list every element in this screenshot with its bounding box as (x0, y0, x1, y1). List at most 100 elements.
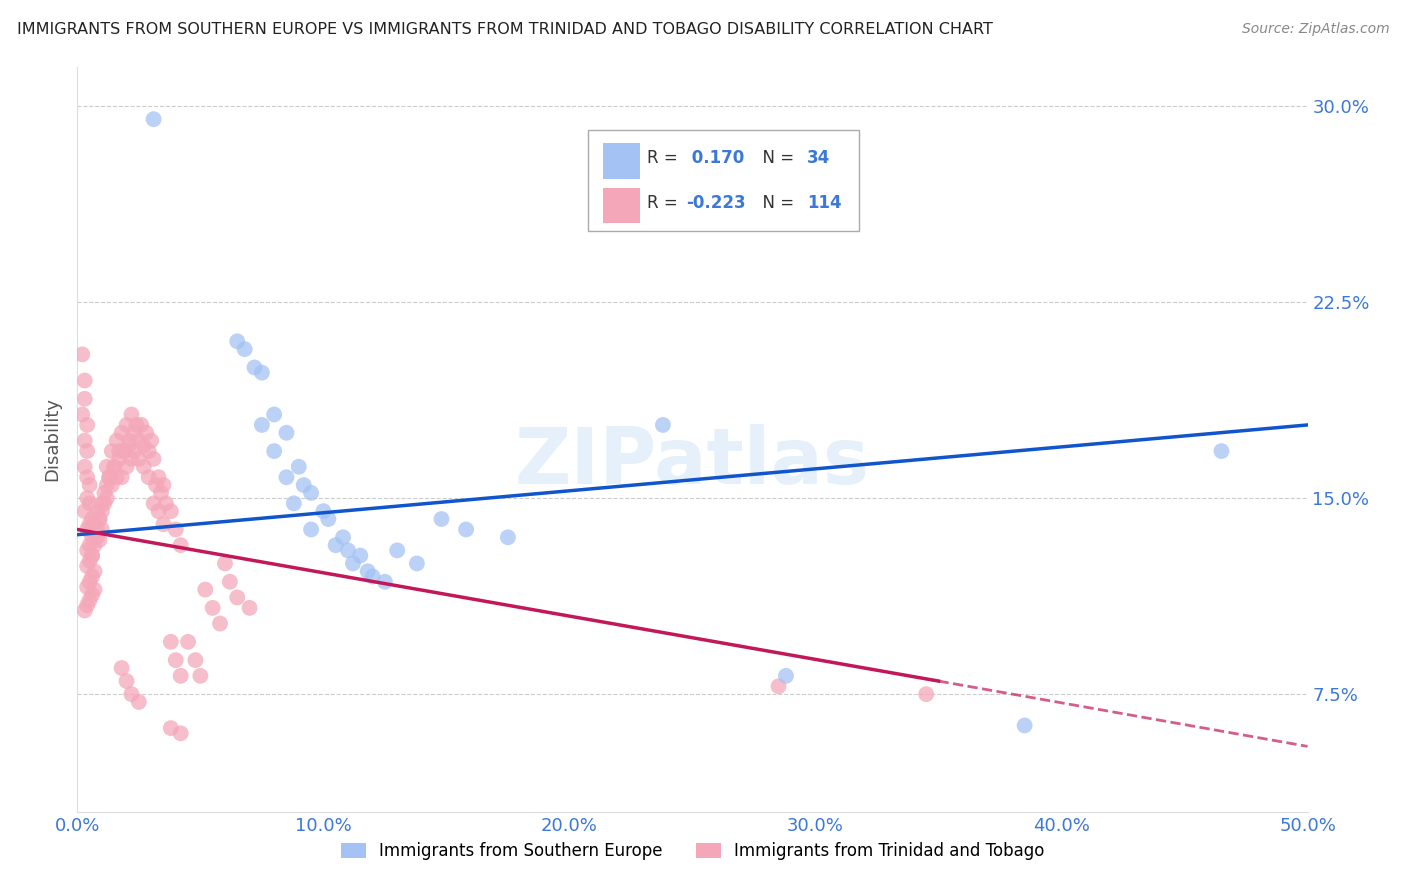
Point (170, 726, 193, 740)
Point (276, 470, 298, 484)
Point (184, 653, 207, 667)
Point (160, 635, 183, 649)
Point (111, 661, 132, 675)
Point (79, 593, 101, 607)
Point (122, 444, 145, 458)
Point (73, 374, 96, 388)
Point (188, 669, 212, 683)
Point (115, 417, 138, 432)
Point (292, 478, 315, 492)
Point (138, 470, 160, 484)
Point (152, 478, 174, 492)
Point (76, 599, 98, 613)
Point (214, 557, 236, 571)
Point (148, 504, 170, 518)
Point (82, 569, 104, 583)
Point (82, 549, 104, 563)
Point (142, 451, 165, 466)
Point (121, 408, 143, 422)
Point (86, 523, 108, 537)
Point (79, 554, 101, 568)
Y-axis label: Disability: Disability (44, 397, 62, 482)
Point (108, 451, 131, 466)
Point (73, 392, 96, 406)
Point (775, 669, 797, 683)
Point (112, 444, 135, 458)
Point (299, 523, 322, 537)
Point (177, 635, 200, 649)
Point (243, 360, 266, 375)
Point (385, 543, 409, 558)
Point (138, 444, 160, 458)
Point (105, 470, 128, 484)
Text: N =: N = (752, 149, 799, 168)
Legend: Immigrants from Southern Europe, Immigrants from Trinidad and Tobago: Immigrants from Southern Europe, Immigra… (333, 836, 1052, 867)
Point (122, 425, 145, 440)
Point (73, 434, 96, 448)
Point (142, 496, 165, 510)
Point (135, 425, 157, 440)
Point (349, 549, 371, 563)
Point (276, 425, 298, 440)
Point (226, 334, 249, 349)
Point (105, 434, 128, 448)
Text: IMMIGRANTS FROM SOUTHERN EUROPE VS IMMIGRANTS FROM TRINIDAD AND TOBAGO DISABILIT: IMMIGRANTS FROM SOUTHERN EUROPE VS IMMIG… (17, 22, 993, 37)
FancyBboxPatch shape (603, 144, 640, 179)
Point (456, 523, 478, 537)
Point (101, 478, 124, 492)
Point (263, 408, 285, 422)
Point (76, 491, 98, 505)
Point (160, 504, 183, 518)
Point (155, 496, 177, 510)
Point (96, 459, 118, 474)
Point (82, 549, 104, 563)
Point (79, 517, 101, 532)
Point (332, 530, 354, 544)
Point (89, 533, 111, 547)
Point (239, 600, 262, 615)
Point (128, 451, 150, 466)
Point (79, 496, 101, 510)
Point (263, 444, 285, 458)
Point (312, 504, 335, 518)
Text: 114: 114 (807, 194, 842, 211)
Point (406, 557, 429, 571)
Point (83, 564, 105, 578)
Point (118, 434, 141, 448)
Point (150, 486, 173, 500)
Point (76, 580, 98, 594)
Point (915, 687, 938, 701)
Point (82, 523, 104, 537)
Point (103, 459, 125, 474)
Point (82, 530, 104, 544)
Text: R =: R = (647, 194, 683, 211)
Point (111, 425, 132, 440)
Text: -0.223: -0.223 (686, 194, 747, 211)
Point (160, 721, 183, 735)
Point (86, 530, 108, 544)
Point (90, 496, 114, 510)
Point (89, 512, 111, 526)
Point (121, 687, 143, 701)
Point (83, 538, 105, 552)
Point (148, 470, 170, 484)
Text: N =: N = (752, 194, 799, 211)
Text: Source: ZipAtlas.com: Source: ZipAtlas.com (1241, 22, 1389, 37)
Point (93, 496, 115, 510)
Point (76, 417, 98, 432)
Point (342, 557, 364, 571)
Point (79, 478, 101, 492)
Text: 34: 34 (807, 149, 830, 168)
Point (83, 582, 105, 597)
Point (121, 451, 143, 466)
Text: ZIPatlas: ZIPatlas (515, 424, 870, 500)
Point (93, 486, 115, 500)
FancyBboxPatch shape (588, 130, 859, 231)
Point (98, 470, 121, 484)
Point (430, 512, 453, 526)
Point (73, 504, 96, 518)
Point (325, 538, 347, 552)
Point (219, 574, 242, 589)
Point (250, 417, 273, 432)
Point (70, 347, 93, 361)
